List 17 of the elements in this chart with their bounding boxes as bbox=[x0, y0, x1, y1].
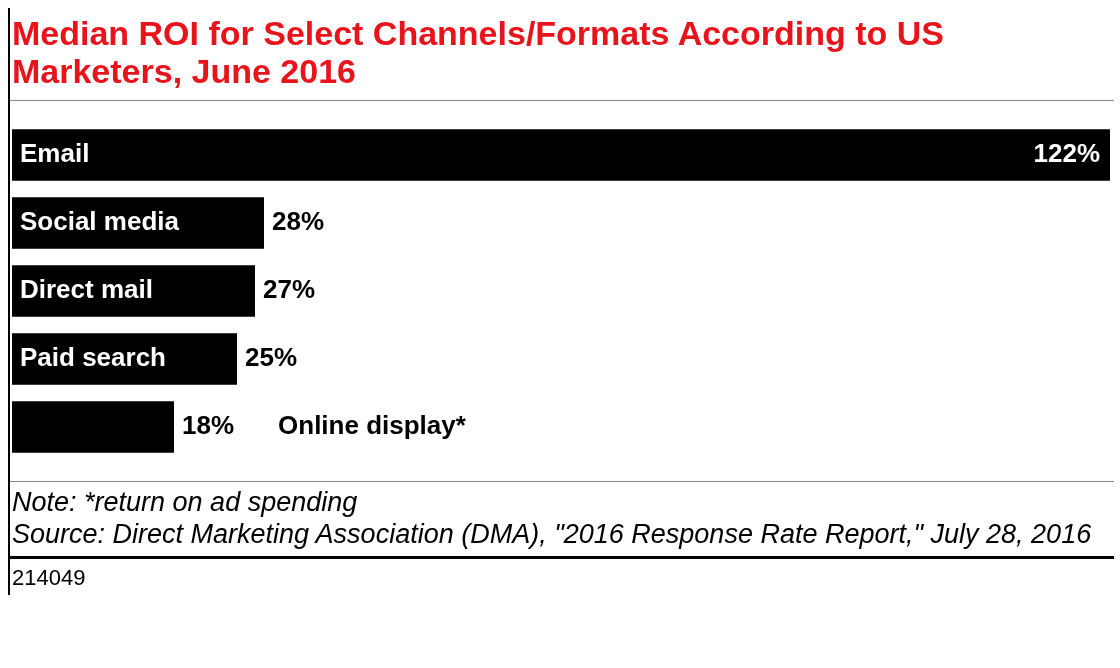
bar bbox=[12, 265, 255, 317]
text: Note: *return on ad spending bbox=[12, 486, 359, 518]
data-label: 25% bbox=[245, 342, 298, 373]
chart-title: Median ROI for Select Channels/Formats According to US Marketers, June 2016 bbox=[10, 8, 1114, 101]
y-tick-label: Email bbox=[20, 138, 90, 169]
text: 214049 bbox=[11, 564, 87, 592]
data-label: 122% bbox=[1033, 138, 1100, 169]
data-label: 27% bbox=[263, 274, 316, 305]
data-label: 28% bbox=[272, 206, 325, 237]
y-tick-label: Direct mail bbox=[20, 274, 153, 305]
y-tick-label: Paid search bbox=[20, 342, 166, 373]
bar bbox=[12, 401, 174, 453]
source-note: Source: Direct Marketing Association (DMA), "2016 Response Rate Report," July 28, 2016 bbox=[12, 518, 1093, 550]
bar bbox=[12, 129, 1110, 181]
y-tick-label: Social media bbox=[20, 206, 180, 237]
data-label: 18% bbox=[182, 410, 235, 441]
y-tick-label: Online display* bbox=[278, 410, 467, 441]
